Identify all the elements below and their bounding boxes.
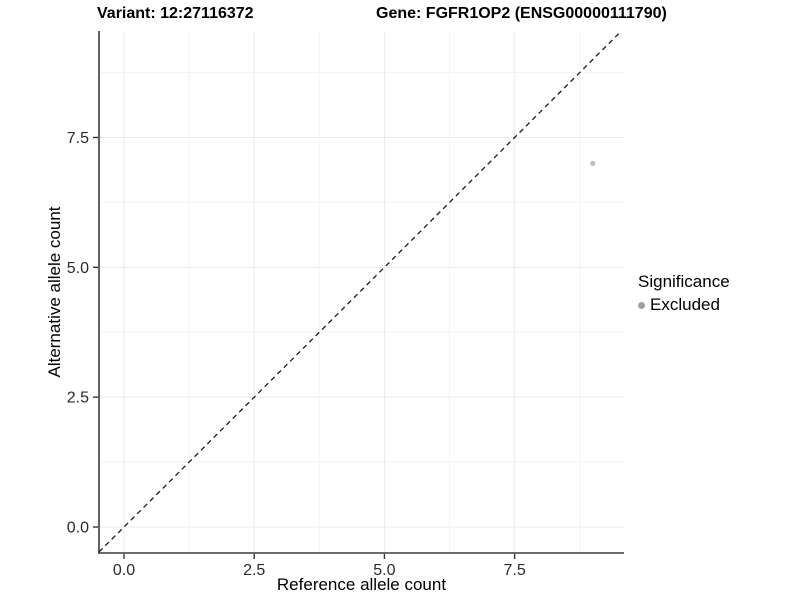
plot-title-variant: Variant: 12:27116372 xyxy=(97,5,254,22)
x-tick-label: 0.0 xyxy=(113,562,135,579)
y-tick-label: 5.0 xyxy=(67,260,89,277)
data-point-excluded xyxy=(590,160,596,166)
x-tick-label: 5.0 xyxy=(373,562,395,579)
y-axis-title: Alternative allele count xyxy=(45,206,64,378)
y-tick-label: 0.0 xyxy=(67,520,89,537)
legend-key-dot-icon xyxy=(638,301,645,309)
legend: Significance Excluded xyxy=(638,271,730,315)
legend-item-excluded: Excluded xyxy=(638,295,730,315)
x-tick-label: 7.5 xyxy=(504,562,526,579)
y-tick-label: 7.5 xyxy=(67,130,89,147)
x-tick-label: 2.5 xyxy=(243,562,265,579)
plot-title-gene: Gene: FGFR1OP2 (ENSG00000111790) xyxy=(376,5,667,22)
x-axis-title: Reference allele count xyxy=(276,575,447,594)
identity-reference-line xyxy=(98,30,622,553)
legend-title: Significance xyxy=(638,272,730,291)
y-tick-label: 2.5 xyxy=(67,390,89,407)
legend-item-label: Excluded xyxy=(650,295,720,314)
